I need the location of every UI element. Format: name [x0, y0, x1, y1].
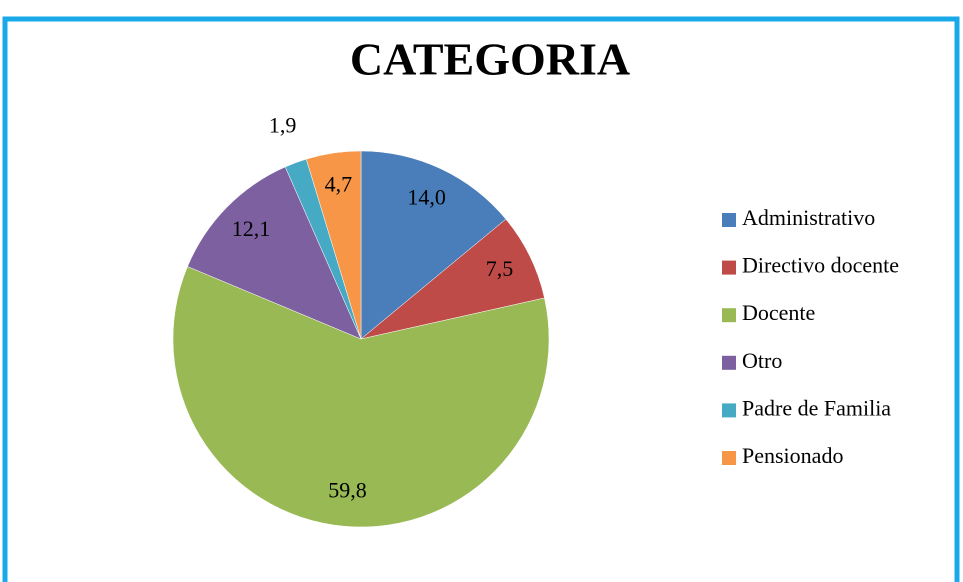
- pie-slice: [172, 266, 550, 528]
- legend-swatch: [722, 403, 736, 418]
- legend-label: Administrativo: [742, 205, 875, 230]
- legend-label: Padre de Familia: [742, 395, 891, 420]
- data-label: 59,8: [328, 478, 367, 503]
- legend-swatch: [722, 451, 736, 465]
- legend-label: Otro: [742, 348, 782, 373]
- data-label: 12,1: [232, 216, 271, 241]
- data-label: 7,5: [486, 256, 514, 281]
- legend-swatch: [722, 213, 736, 227]
- data-label: 14,0: [407, 185, 446, 210]
- pie-slice: [187, 166, 362, 340]
- chart-title: CATEGORIA: [350, 34, 630, 85]
- pie-slice: [305, 150, 362, 340]
- data-label: 1,9: [269, 113, 297, 138]
- pie-slice: [360, 150, 507, 340]
- legend-swatch: [722, 355, 736, 370]
- legend-swatch: [722, 308, 736, 323]
- legend-label: Pensionado: [742, 443, 843, 468]
- legend-label: Directivo docente: [742, 253, 899, 278]
- frame: [2, 16, 960, 582]
- legend-swatch: [722, 260, 736, 275]
- legend-label: Docente: [742, 300, 815, 325]
- data-label: 4,7: [325, 172, 353, 197]
